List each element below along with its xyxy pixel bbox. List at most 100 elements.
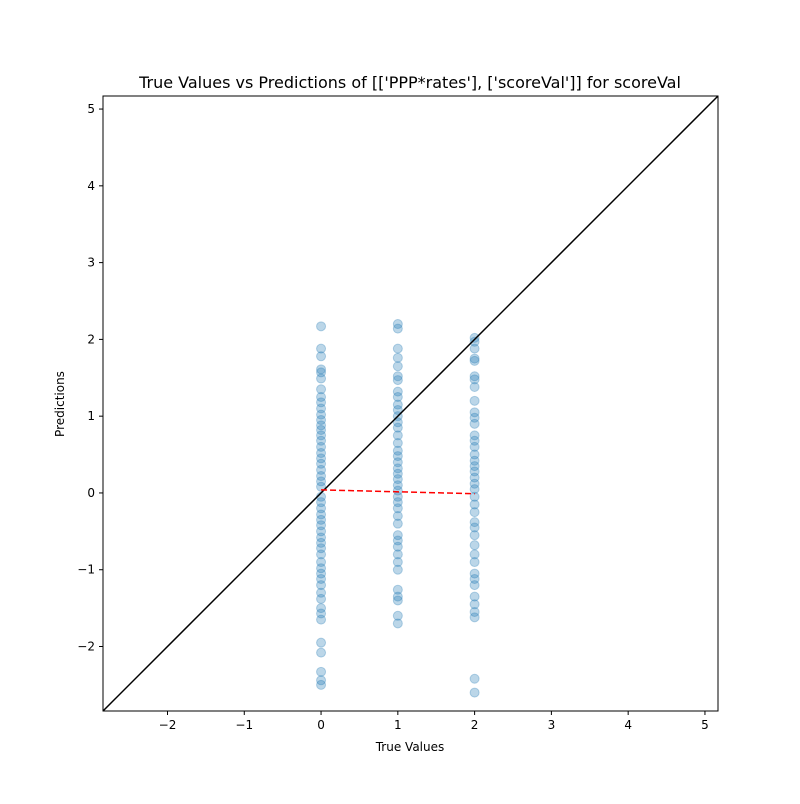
y-tick-label: 1 [87, 409, 95, 423]
x-tick-label: 3 [548, 718, 556, 732]
x-tick-label: 4 [624, 718, 632, 732]
x-tick-label: 1 [394, 718, 402, 732]
scatter-point [316, 367, 327, 378]
x-tick-label: 2 [471, 718, 479, 732]
scatter-point [316, 397, 327, 408]
scatter-point [469, 395, 480, 406]
chart-title: True Values vs Predictions of [['PPP*rat… [138, 73, 681, 92]
scatter-point [469, 336, 480, 347]
scatter-point [316, 364, 327, 375]
scatter-point [316, 321, 327, 332]
scatter-point [316, 587, 327, 598]
scatter-point [316, 441, 327, 452]
scatter-point [316, 666, 327, 677]
scatter-point [469, 353, 480, 364]
x-tick-label: −2 [159, 718, 177, 732]
scatter-point [316, 675, 327, 686]
scatter-point [316, 415, 327, 426]
scatter-point [469, 441, 480, 452]
scatter-point [469, 381, 480, 392]
y-tick-label: 4 [87, 179, 95, 193]
scatter-point [469, 568, 480, 579]
scatter-point [469, 355, 480, 366]
scatter-point [469, 343, 480, 354]
scatter-point [316, 608, 327, 619]
scatter-point [392, 371, 403, 382]
y-tick-label: −2 [77, 640, 95, 654]
scatter-point [469, 491, 480, 502]
scatter-point [316, 520, 327, 531]
scatter-point [316, 481, 327, 492]
scatter-point [392, 343, 403, 354]
scatter-point [316, 573, 327, 584]
scatter-point [469, 455, 480, 466]
scatter-point [316, 458, 327, 469]
x-tick-label: 0 [317, 718, 325, 732]
scatter-point [316, 464, 327, 475]
scatter-point [469, 407, 480, 418]
x-axis-label: True Values [375, 740, 445, 754]
scatter-point [469, 557, 480, 568]
scatter-point [316, 503, 327, 514]
scatter-point [316, 543, 327, 554]
scatter-point [392, 510, 403, 521]
scatter-point [392, 361, 403, 372]
scatter-point [392, 451, 403, 462]
scatter-point [392, 474, 403, 485]
scatter-point [392, 399, 403, 410]
scatter-point [316, 557, 327, 568]
scatter-point [316, 614, 327, 625]
scatter-point [316, 509, 327, 520]
scatter-point [392, 591, 403, 602]
scatter-point [469, 332, 480, 343]
scatter-point [316, 549, 327, 560]
scatter-point [392, 535, 403, 546]
y-tick-label: 0 [87, 486, 95, 500]
scatter-point [392, 375, 403, 386]
scatter-point [392, 497, 403, 508]
scatter-point [392, 352, 403, 363]
scatter-point [392, 595, 403, 606]
scatter-point [392, 530, 403, 541]
scatter-point [392, 391, 403, 402]
scatter-point [316, 593, 327, 604]
scatter-point [316, 471, 327, 482]
scatter-point [469, 418, 480, 429]
scatter-point [316, 424, 327, 435]
scatter-point [316, 343, 327, 354]
scatter-point [469, 435, 480, 446]
scatter-point [392, 430, 403, 441]
scatter-point [392, 549, 403, 560]
scatter-point [316, 497, 327, 508]
scatter-point [469, 549, 480, 560]
scatter-point [469, 540, 480, 551]
scatter-point [392, 480, 403, 491]
scatter-point [469, 449, 480, 460]
scatter-point [316, 409, 327, 420]
scatter-point [316, 435, 327, 446]
scatter-point [316, 532, 327, 543]
scatter-point [316, 391, 327, 402]
scatter-point [316, 526, 327, 537]
scatter-point [392, 564, 403, 575]
reference-line [102, 95, 719, 712]
scatter-point [316, 384, 327, 395]
y-tick-label: 3 [87, 256, 95, 270]
scatter-point [392, 468, 403, 479]
scatter-point [469, 612, 480, 623]
reference-line [321, 489, 475, 495]
scatter-point [392, 422, 403, 433]
scatter-point [316, 351, 327, 362]
scatter-point [392, 438, 403, 449]
y-tick-label: −1 [77, 563, 95, 577]
y-tick-label: 5 [87, 102, 95, 116]
scatter-point [392, 610, 403, 621]
x-tick-label: 5 [701, 718, 709, 732]
scatter-point [316, 647, 327, 658]
scatter-point [392, 618, 403, 629]
scatter-point [469, 412, 480, 423]
scatter-point [316, 637, 327, 648]
scatter-point [392, 319, 403, 330]
